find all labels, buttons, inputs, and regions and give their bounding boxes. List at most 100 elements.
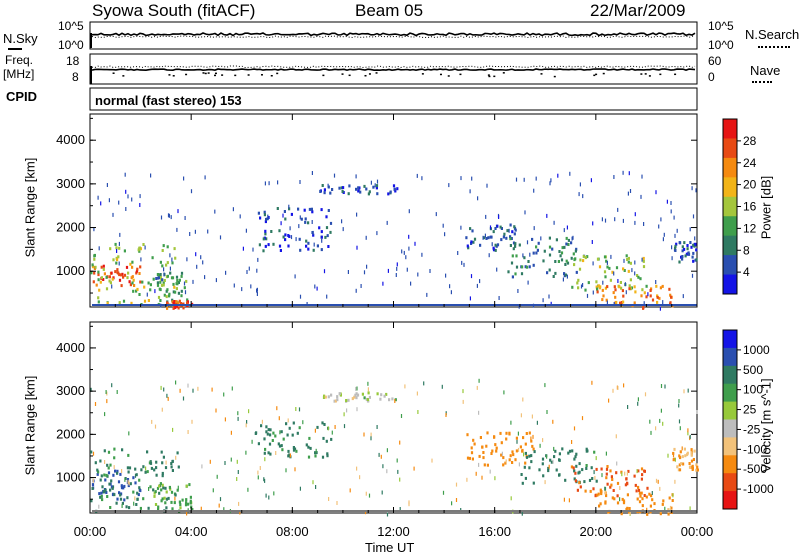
data-cell xyxy=(695,188,697,193)
ground-scatter-cell xyxy=(394,304,397,306)
colorbar-tick-label: 28 xyxy=(743,134,757,148)
data-cell xyxy=(572,235,574,240)
data-cell xyxy=(316,286,318,291)
data-cell xyxy=(636,274,639,277)
data-cell xyxy=(466,244,469,248)
ground-scatter-cell xyxy=(377,304,380,306)
ground-scatter-cell xyxy=(692,510,695,512)
data-cell xyxy=(340,186,343,190)
ground-scatter-cell xyxy=(557,304,560,306)
data-cell xyxy=(604,501,607,505)
data-cell xyxy=(121,504,123,508)
ground-scatter-cell xyxy=(349,510,352,512)
data-cell xyxy=(123,249,126,253)
ground-scatter-cell xyxy=(134,510,137,512)
data-cell xyxy=(92,280,95,284)
data-cell xyxy=(641,174,643,179)
ground-scatter-cell xyxy=(274,304,277,306)
data-cell xyxy=(183,286,186,290)
ground-scatter-cell xyxy=(249,510,252,512)
data-cell xyxy=(299,180,301,184)
ground-scatter-cell xyxy=(107,510,110,512)
ground-scatter-cell xyxy=(632,510,635,512)
data-cell xyxy=(378,452,380,457)
data-cell xyxy=(512,453,515,457)
data-cell xyxy=(211,387,213,392)
ground-scatter-cell xyxy=(127,304,130,306)
data-cell xyxy=(472,438,475,442)
data-cell xyxy=(174,306,177,309)
ground-scatter-cell xyxy=(319,510,322,512)
ground-scatter-cell xyxy=(522,510,525,512)
data-cell xyxy=(314,451,317,455)
data-cell xyxy=(528,265,531,269)
freq-label: Freq. xyxy=(5,53,34,67)
data-cell xyxy=(151,419,153,424)
data-cell xyxy=(132,476,135,480)
data-cell xyxy=(429,269,431,273)
data-cell xyxy=(264,181,266,186)
data-cell xyxy=(387,192,390,196)
data-cell xyxy=(269,428,272,432)
ground-scatter-cell xyxy=(294,510,297,512)
data-cell xyxy=(566,261,570,265)
data-cell xyxy=(479,436,482,439)
data-cell xyxy=(288,204,290,209)
data-cell xyxy=(531,414,533,419)
data-cell xyxy=(462,399,464,404)
ground-scatter-cell xyxy=(149,510,152,512)
data-cell xyxy=(179,506,182,510)
data-cell xyxy=(435,212,437,217)
data-cell xyxy=(333,399,336,403)
data-cell xyxy=(164,501,167,505)
data-cell xyxy=(272,242,275,246)
ground-scatter-cell xyxy=(337,304,340,306)
data-cell xyxy=(278,229,281,233)
data-cell xyxy=(512,241,516,245)
data-cell xyxy=(126,478,130,481)
data-cell xyxy=(151,256,154,260)
ground-scatter-cell xyxy=(127,510,130,512)
data-cell xyxy=(515,254,518,258)
data-cell xyxy=(592,487,595,491)
data-cell xyxy=(117,480,121,484)
ground-scatter-cell xyxy=(542,510,545,512)
data-cell xyxy=(133,501,135,506)
data-cell xyxy=(511,461,514,464)
ground-scatter-cell xyxy=(387,304,390,306)
data-cell xyxy=(403,250,405,255)
data-cell xyxy=(640,477,643,481)
data-cell xyxy=(173,247,176,251)
data-cell xyxy=(170,500,173,504)
data-cell xyxy=(494,243,497,247)
data-cell xyxy=(696,410,698,414)
data-cell xyxy=(279,430,281,435)
data-cell xyxy=(571,236,573,241)
data-cell xyxy=(141,280,144,284)
ground-scatter-cell xyxy=(602,510,605,512)
data-cell xyxy=(571,285,574,289)
data-cell xyxy=(637,397,639,402)
colorbar-segment xyxy=(723,383,737,403)
data-cell xyxy=(622,294,625,298)
data-cell xyxy=(455,482,458,487)
data-cell xyxy=(584,256,587,260)
data-cell xyxy=(161,249,164,252)
colorbar-segment xyxy=(723,419,737,438)
ground-scatter-cell xyxy=(329,510,332,512)
data-cell xyxy=(578,462,581,466)
data-cell xyxy=(678,399,680,403)
data-cell xyxy=(176,227,178,232)
ground-scatter-cell xyxy=(207,510,210,512)
data-cell xyxy=(119,232,121,237)
data-cell xyxy=(287,234,290,237)
data-cell xyxy=(645,284,648,288)
data-cell xyxy=(649,419,651,424)
data-cell xyxy=(614,217,616,222)
ground-scatter-cell xyxy=(379,510,382,512)
data-cell xyxy=(592,221,594,226)
data-cell xyxy=(617,279,619,283)
ground-scatter-cell xyxy=(469,304,472,306)
ground-scatter-cell xyxy=(644,304,647,306)
data-cell xyxy=(376,192,379,196)
